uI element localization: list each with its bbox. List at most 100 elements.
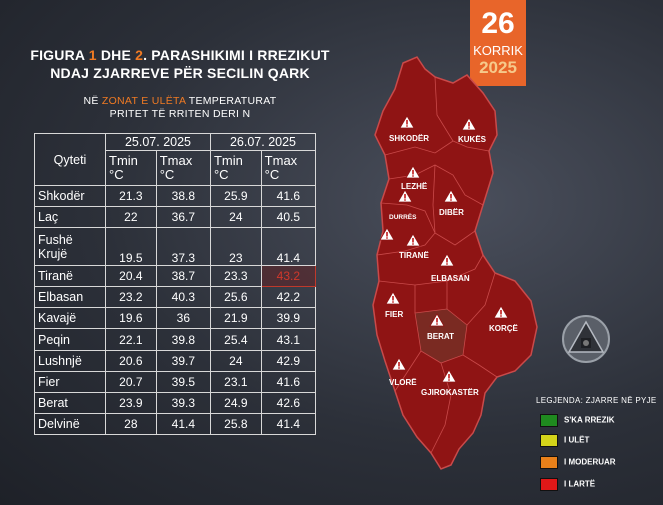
value-cell: 41.4 [155, 412, 211, 436]
table-row: Laç 22 36.7 24 40.5 [34, 206, 317, 229]
legend-item-moderate: I MODERUAR [540, 456, 616, 469]
date-month: KORRIK [473, 43, 523, 58]
city-cell: Kavajë [34, 307, 106, 330]
subtitle-highlight: ZONAT E ULËTA [101, 95, 186, 107]
table-row: Shkodër 21.3 38.8 25.9 41.6 [34, 184, 317, 208]
value-cell: 39.8 [155, 328, 211, 351]
city-cell: Tiranë [34, 265, 106, 288]
value-cell: 38.8 [155, 184, 211, 208]
legend-item-low: I ULËT [540, 434, 589, 447]
region-label-fier: FIER [385, 310, 403, 319]
value-cell: 39.3 [155, 391, 211, 414]
region-label-diber: DIBËR [439, 208, 464, 217]
legend-swatch-yellow [540, 434, 558, 447]
region-label-elbasan: ELBASAN [431, 274, 470, 283]
value-cell: 25.8 [209, 412, 262, 436]
legend-swatch-red [540, 478, 558, 491]
table-row: Kavajë 19.6 36 21.9 39.9 [34, 307, 317, 330]
highlighted-value-cell: 43.2 [260, 265, 317, 288]
region-label-berat: BERAT [427, 332, 454, 341]
value-cell: 21.9 [209, 307, 262, 330]
value-cell: 19.6 [105, 307, 157, 330]
legend-item-high: I LARTË [540, 478, 595, 491]
legend-label: I LARTË [564, 479, 596, 489]
value-cell: 36.7 [155, 206, 211, 229]
table-row: Peqin 22.1 39.8 25.4 43.1 [34, 328, 317, 351]
value-cell: 41.6 [260, 370, 317, 393]
table-header-row: Qyteti 25.07. 2025 26.07. 2025 [34, 133, 317, 186]
city-cell: Elbasan [34, 286, 106, 309]
country-outline [372, 56, 538, 470]
value-cell: 39.5 [155, 370, 211, 393]
value-cell: 25.6 [209, 286, 262, 309]
table-row: Tiranë 20.4 38.7 23.3 43.2 [34, 265, 317, 288]
legend-swatch-orange [540, 456, 558, 469]
city-cell: Berat [34, 391, 106, 414]
city-cell: Laç [34, 206, 106, 229]
value-cell: 23.1 [209, 370, 262, 393]
value-cell: 23.3 [209, 265, 262, 288]
legend-item-no-risk: S'KA RREZIK [540, 414, 615, 427]
table-row: Fier 20.7 39.5 23.1 41.6 [34, 370, 317, 393]
value-cell: 41.4 [260, 412, 317, 436]
value-cell: 28 [105, 412, 157, 436]
region-label-kukes: KUKËS [458, 135, 487, 144]
region-label-tirane: TIRANË [399, 251, 429, 260]
table-row: Berat 23.9 39.3 24.9 42.6 [34, 391, 317, 414]
date-year: 2025 [479, 58, 517, 77]
value-cell: 23.9 [105, 391, 157, 414]
city-cell: Delvinë [34, 412, 106, 436]
value-cell: 23.2 [105, 286, 157, 309]
table-row: Fushë Krujë 19.5 37.3 23 41.4 [34, 227, 317, 267]
value-cell: 41.6 [260, 184, 317, 208]
value-cell: 20.7 [105, 370, 157, 393]
value-cell: 25.4 [209, 328, 262, 351]
value-cell: 42.2 [260, 286, 317, 309]
subtitle-line-2: PRITET TË RRITEN DERI N [109, 108, 251, 120]
subtitle-text: TEMPERATURAT [185, 95, 277, 107]
title-number-1: 1 [88, 47, 97, 63]
region-label-durres: DURRËS [389, 213, 417, 221]
legend-label: I MODERUAR [564, 457, 616, 467]
table-row: Lushnjë 20.6 39.7 24 42.9 [34, 349, 317, 372]
legend-label: S'KA RREZIK [564, 415, 615, 425]
value-cell: 24 [209, 206, 262, 229]
legend-title: LEGJENDA: ZJARRE NË PYJE [536, 396, 657, 405]
city-cell: Lushnjë [34, 349, 106, 372]
value-cell: 40.3 [155, 286, 211, 309]
value-cell: 37.3 [155, 227, 211, 267]
table-row: Delvinë 28 41.4 25.8 41.4 [34, 412, 317, 436]
value-cell: 39.7 [155, 349, 211, 372]
value-cell: 39.9 [260, 307, 317, 330]
column-header-tmax: Tmax °C [260, 150, 317, 186]
value-cell: 22 [105, 206, 157, 229]
date-badge: 26 KORRIK 2025 [470, 0, 526, 86]
region-label-gjirokaster: GJIROKASTËR [421, 388, 479, 397]
value-cell: 20.6 [105, 349, 157, 372]
table-row: Elbasan 23.2 40.3 25.6 42.2 [34, 286, 317, 309]
value-cell: 36 [155, 307, 211, 330]
value-cell: 20.4 [105, 265, 157, 288]
date-header-2: 26.07. 2025 [209, 133, 317, 151]
figure-title: FIGURA 1 DHE 2. PARASHIKIMI I RREZIKUT N… [10, 46, 350, 82]
city-cell: Fier [34, 370, 106, 393]
value-cell: 25.9 [209, 184, 262, 208]
civil-protection-emblem [562, 315, 610, 363]
temperature-table: Qyteti 25.07. 2025 26.07. 2025 Tmin °C T… [34, 133, 317, 436]
column-header-tmin: Tmin °C [105, 150, 157, 186]
region-label-shkoder: SHKODËR [389, 134, 429, 143]
value-cell: 24 [209, 349, 262, 372]
table-subheader-row: Tmin °C Tmax °C Tmin °C Tmax °C [35, 150, 317, 186]
region-label-vlore: VLORË [389, 378, 417, 387]
albania-risk-map: SHKODËR KUKËS LEZHË DURRËS DIBËR TIRANË … [372, 56, 538, 470]
value-cell: 23 [209, 227, 262, 267]
legend-label: I ULËT [564, 435, 590, 445]
subtitle-text: NË [83, 95, 102, 107]
city-column-header: Qyteti [34, 133, 106, 186]
city-cell: Peqin [34, 328, 106, 351]
title-line-2: NDAJ ZJARREVE PËR SECILIN QARK [50, 65, 310, 81]
value-cell: 40.5 [260, 206, 317, 229]
date-day: 26 [481, 7, 515, 40]
column-header-tmin: Tmin °C [209, 150, 262, 186]
figure-subtitle: NË ZONAT E ULËTA TEMPERATURAT PRITET TË … [70, 95, 290, 121]
